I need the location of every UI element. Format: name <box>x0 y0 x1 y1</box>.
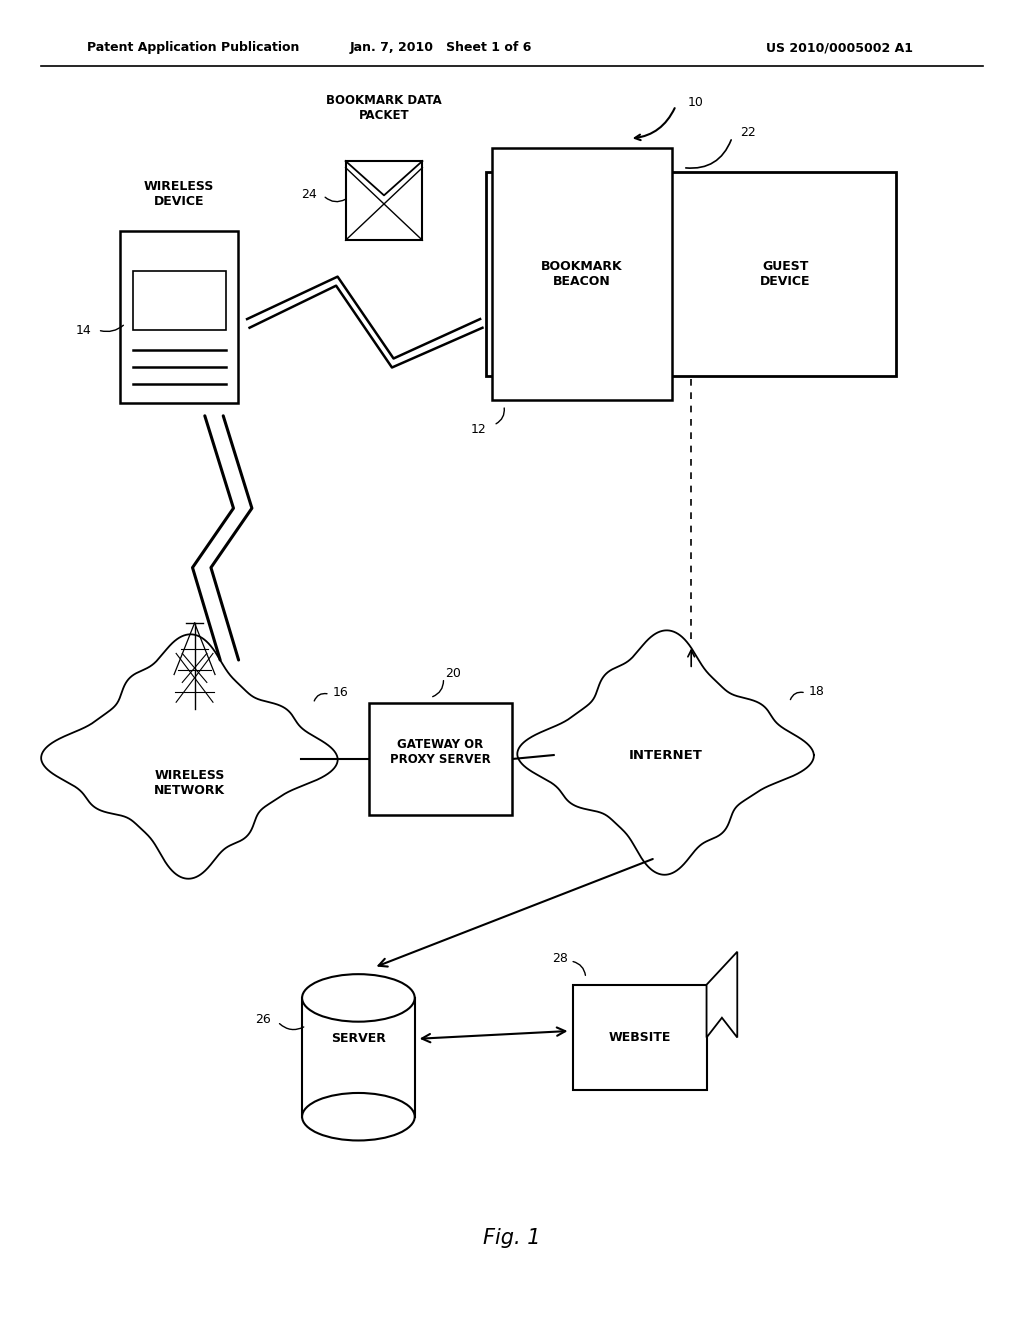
Text: 28: 28 <box>552 952 568 965</box>
Text: BOOKMARK DATA
PACKET: BOOKMARK DATA PACKET <box>326 94 442 123</box>
Text: 10: 10 <box>688 96 705 110</box>
Ellipse shape <box>302 1093 415 1140</box>
Polygon shape <box>707 952 737 1038</box>
Text: Fig. 1: Fig. 1 <box>483 1228 541 1249</box>
Text: WEBSITE: WEBSITE <box>609 1031 671 1044</box>
Text: Jan. 7, 2010   Sheet 1 of 6: Jan. 7, 2010 Sheet 1 of 6 <box>349 41 531 54</box>
Ellipse shape <box>302 974 415 1022</box>
Text: BOOKMARK
BEACON: BOOKMARK BEACON <box>541 260 623 288</box>
Text: 18: 18 <box>809 685 825 698</box>
Text: INTERNET: INTERNET <box>629 748 702 762</box>
Text: GATEWAY OR
PROXY SERVER: GATEWAY OR PROXY SERVER <box>390 738 490 767</box>
Text: 20: 20 <box>445 668 462 680</box>
Bar <box>492 148 672 400</box>
Text: US 2010/0005002 A1: US 2010/0005002 A1 <box>766 41 913 54</box>
Text: 16: 16 <box>333 686 348 700</box>
Text: WIRELESS
DEVICE: WIRELESS DEVICE <box>144 180 214 209</box>
Bar <box>302 998 415 1117</box>
Bar <box>346 161 423 240</box>
Text: 26: 26 <box>256 1012 271 1026</box>
Text: 14: 14 <box>76 323 92 337</box>
Text: SERVER: SERVER <box>331 1032 386 1045</box>
Bar <box>121 231 238 403</box>
Text: Patent Application Publication: Patent Application Publication <box>87 41 299 54</box>
Text: 22: 22 <box>740 125 756 139</box>
Bar <box>486 172 896 376</box>
Bar <box>133 271 225 330</box>
Text: WIRELESS
NETWORK: WIRELESS NETWORK <box>154 768 225 797</box>
Bar <box>573 985 707 1090</box>
Text: 24: 24 <box>301 187 317 201</box>
Bar <box>369 702 512 814</box>
Text: GUEST
DEVICE: GUEST DEVICE <box>760 260 811 288</box>
Text: 12: 12 <box>471 422 486 436</box>
